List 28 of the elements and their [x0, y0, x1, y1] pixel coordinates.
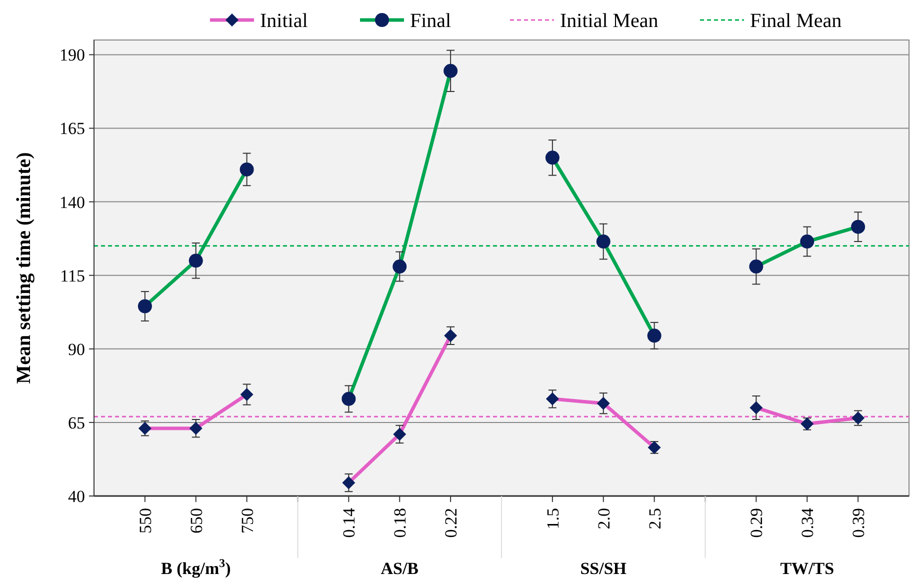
x-tick-label: 0.29: [747, 508, 766, 538]
legend-label: Initial: [260, 10, 308, 32]
x-tick-label: 550: [136, 508, 155, 534]
x-tick-label: 0.14: [340, 508, 359, 538]
x-tick-label: 1.5: [543, 508, 562, 530]
y-tick-label: 190: [60, 46, 85, 65]
y-tick-label: 140: [60, 192, 85, 212]
x-tick-label: 0.39: [849, 508, 868, 538]
y-tick-label: 165: [60, 119, 85, 138]
legend-label: Final Mean: [750, 10, 842, 32]
y-tick-label: 115: [60, 266, 85, 286]
y-tick-label: 65: [68, 413, 85, 432]
text: B (kg/m$^{3}$): [161, 556, 231, 578]
y-tick-label: 90: [68, 340, 85, 359]
text: AS/B: [380, 559, 419, 578]
legend-label: Final: [410, 10, 452, 32]
x-tick-label: 650: [186, 508, 206, 534]
x-tick-label: 2.5: [645, 508, 664, 530]
x-tick-label: 2.0: [594, 508, 614, 530]
legend-label: Initial Mean: [560, 10, 658, 32]
x-tick-label: 0.18: [390, 508, 410, 538]
x-tick-label: 0.34: [798, 508, 818, 538]
x-tick-label: 0.22: [442, 508, 461, 538]
text: TW/TS: [780, 559, 834, 578]
y-axis-title: Mean setting time (minute): [13, 152, 35, 384]
text: SS/SH: [580, 559, 627, 578]
x-tick-label: 750: [238, 508, 257, 534]
y-tick-label: 40: [68, 486, 85, 506]
